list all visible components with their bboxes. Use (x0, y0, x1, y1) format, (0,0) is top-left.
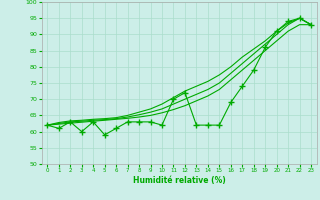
X-axis label: Humidité relative (%): Humidité relative (%) (133, 176, 226, 185)
